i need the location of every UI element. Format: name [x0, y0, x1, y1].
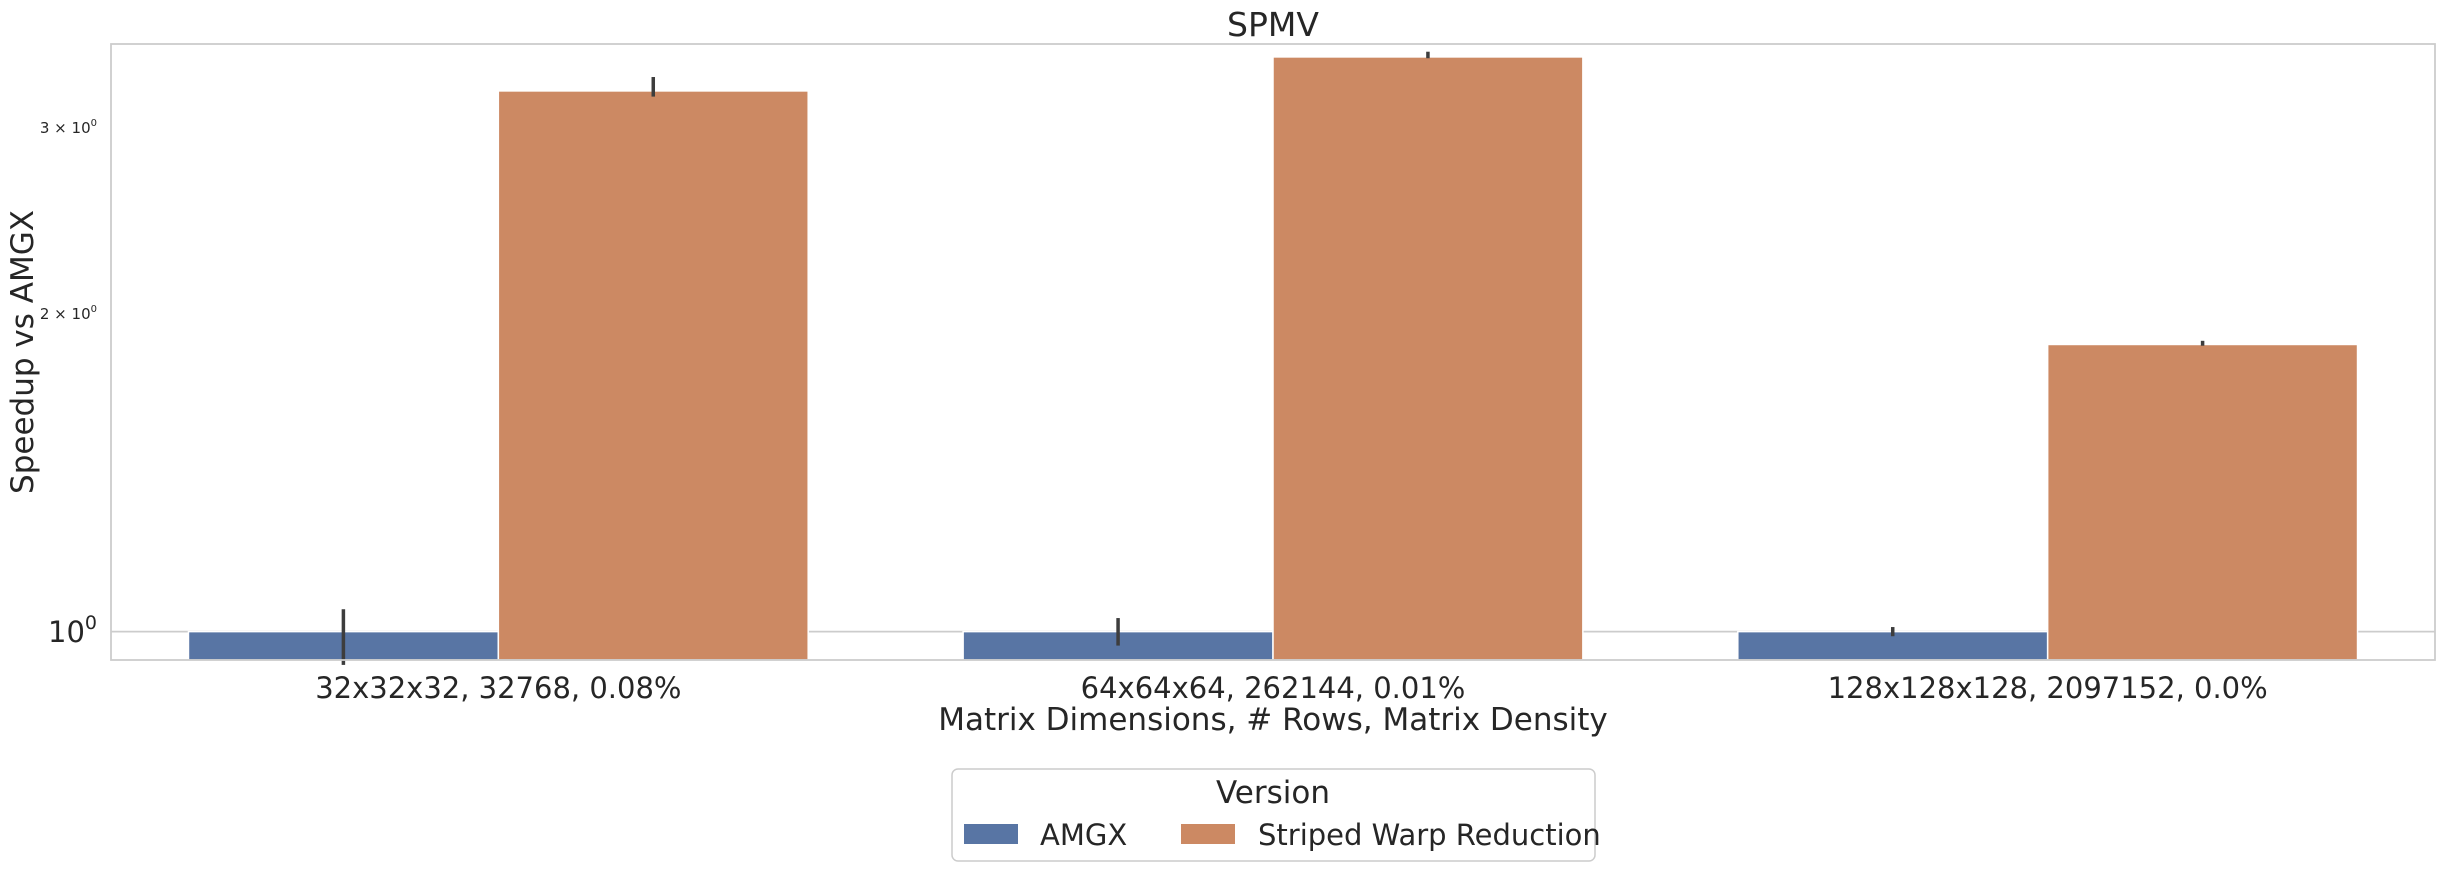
legend-swatch-striped-warp-reduction — [1181, 824, 1235, 844]
legend: Version AMGX Striped Warp Reduction — [951, 768, 1601, 862]
error-bars — [341, 51, 2205, 665]
legend-box — [951, 768, 1596, 862]
legend-swatch-amgx — [964, 824, 1018, 844]
plot-frame — [110, 43, 2436, 661]
bar-striped-warp-reduction-0 — [497, 90, 809, 661]
x-axis-label: Matrix Dimensions, # Rows, Matrix Densit… — [938, 702, 1608, 738]
legend-label-striped-warp-reduction: Striped Warp Reduction — [1258, 818, 1601, 852]
legend-label-amgx: AMGX — [1040, 818, 1127, 852]
bar-striped-warp-reduction-2 — [2046, 343, 2359, 661]
y-tick-label-2: 3 × 100 — [40, 118, 97, 137]
bar-striped-warp-reduction-1 — [1272, 56, 1584, 661]
x-tick-label-2: 128x128x128, 2097152, 0.0% — [1828, 671, 2268, 705]
y-tick-label-1: 2 × 100 — [40, 304, 97, 323]
legend-title: Version — [1216, 775, 1330, 811]
x-tick-label-0: 32x32x32, 32768, 0.08% — [315, 671, 681, 705]
x-tick-label-1: 64x64x64, 262144, 0.01% — [1081, 671, 1466, 705]
x-tick-labels: 32x32x32, 32768, 0.08% 64x64x64, 262144, … — [315, 671, 2268, 705]
chart-title: SPMV — [1227, 5, 1319, 44]
y-axis-label: Speedup vs AMGX — [5, 210, 41, 494]
